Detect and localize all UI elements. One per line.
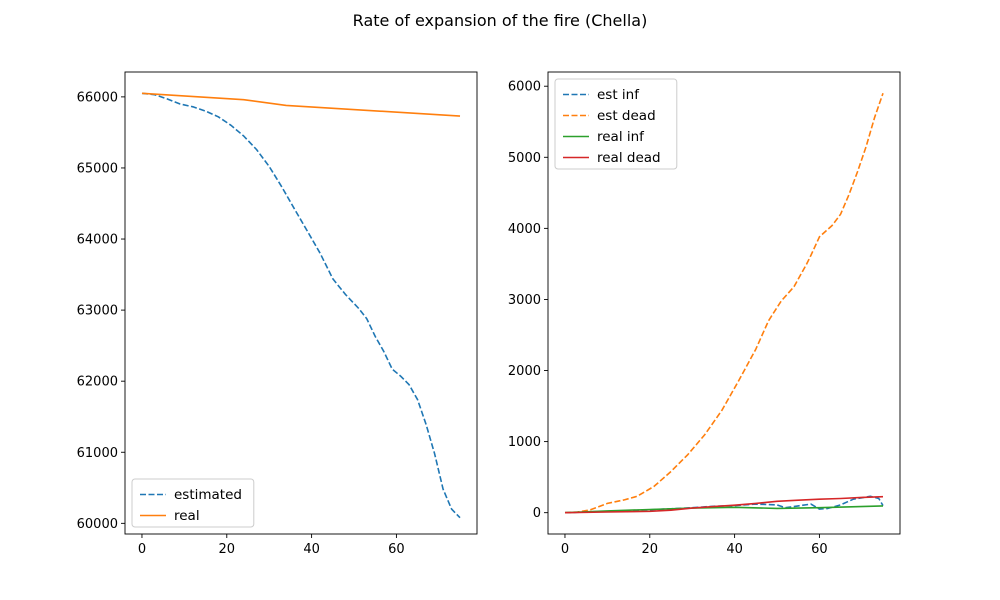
- y-tick-label: 66000: [77, 90, 118, 105]
- y-tick-label: 2000: [508, 364, 541, 379]
- x-tick-label: 20: [642, 542, 659, 557]
- x-tick-label: 40: [726, 542, 743, 557]
- x-tick-label: 60: [811, 542, 828, 557]
- y-tick-label: 5000: [508, 151, 541, 166]
- y-tick-label: 6000: [508, 80, 541, 95]
- series-line-right-3: [564, 495, 884, 514]
- y-tick-label: 65000: [77, 161, 118, 176]
- legend-label: real: [174, 508, 200, 524]
- series-line-right-0: [564, 495, 884, 514]
- y-tick-label: 60000: [77, 517, 118, 532]
- y-tick-label: 0: [533, 506, 541, 521]
- figure-title: Rate of expansion of the fire (Chella): [353, 11, 648, 30]
- axes-frame: [124, 71, 478, 535]
- x-tick-label: 20: [219, 542, 236, 557]
- series-line-left-0: [141, 92, 461, 519]
- x-tick-label: 0: [138, 542, 146, 557]
- series-line-right-2: [564, 505, 884, 514]
- y-tick-label: 3000: [508, 293, 541, 308]
- legend-label: real inf: [597, 129, 645, 145]
- legend-label: est inf: [597, 87, 640, 103]
- x-tick-label: 40: [303, 542, 320, 557]
- legend-label: estimated: [174, 487, 242, 503]
- legend-frame: [554, 78, 678, 170]
- y-tick-label: 61000: [77, 446, 118, 461]
- legend: estimated real: [131, 478, 255, 528]
- y-tick-label: 1000: [508, 435, 541, 450]
- y-tick-label: 64000: [77, 233, 118, 248]
- legend-label: est dead: [597, 108, 656, 124]
- series-line-left-1: [141, 92, 461, 117]
- x-tick-label: 0: [561, 542, 569, 557]
- y-tick-label: 4000: [508, 222, 541, 237]
- y-tick-label: 62000: [77, 375, 118, 390]
- legend: est inf est dead real inf real dead: [554, 78, 678, 170]
- axes-frame: [547, 71, 901, 535]
- y-tick-label: 63000: [77, 304, 118, 319]
- left-chart: 0 20 40 60 60000 61000 62000 63000 64000 65000 660…: [77, 71, 478, 557]
- series-line-right-1: [564, 93, 884, 514]
- legend-label: real dead: [597, 150, 661, 166]
- x-tick-label: 60: [388, 542, 405, 557]
